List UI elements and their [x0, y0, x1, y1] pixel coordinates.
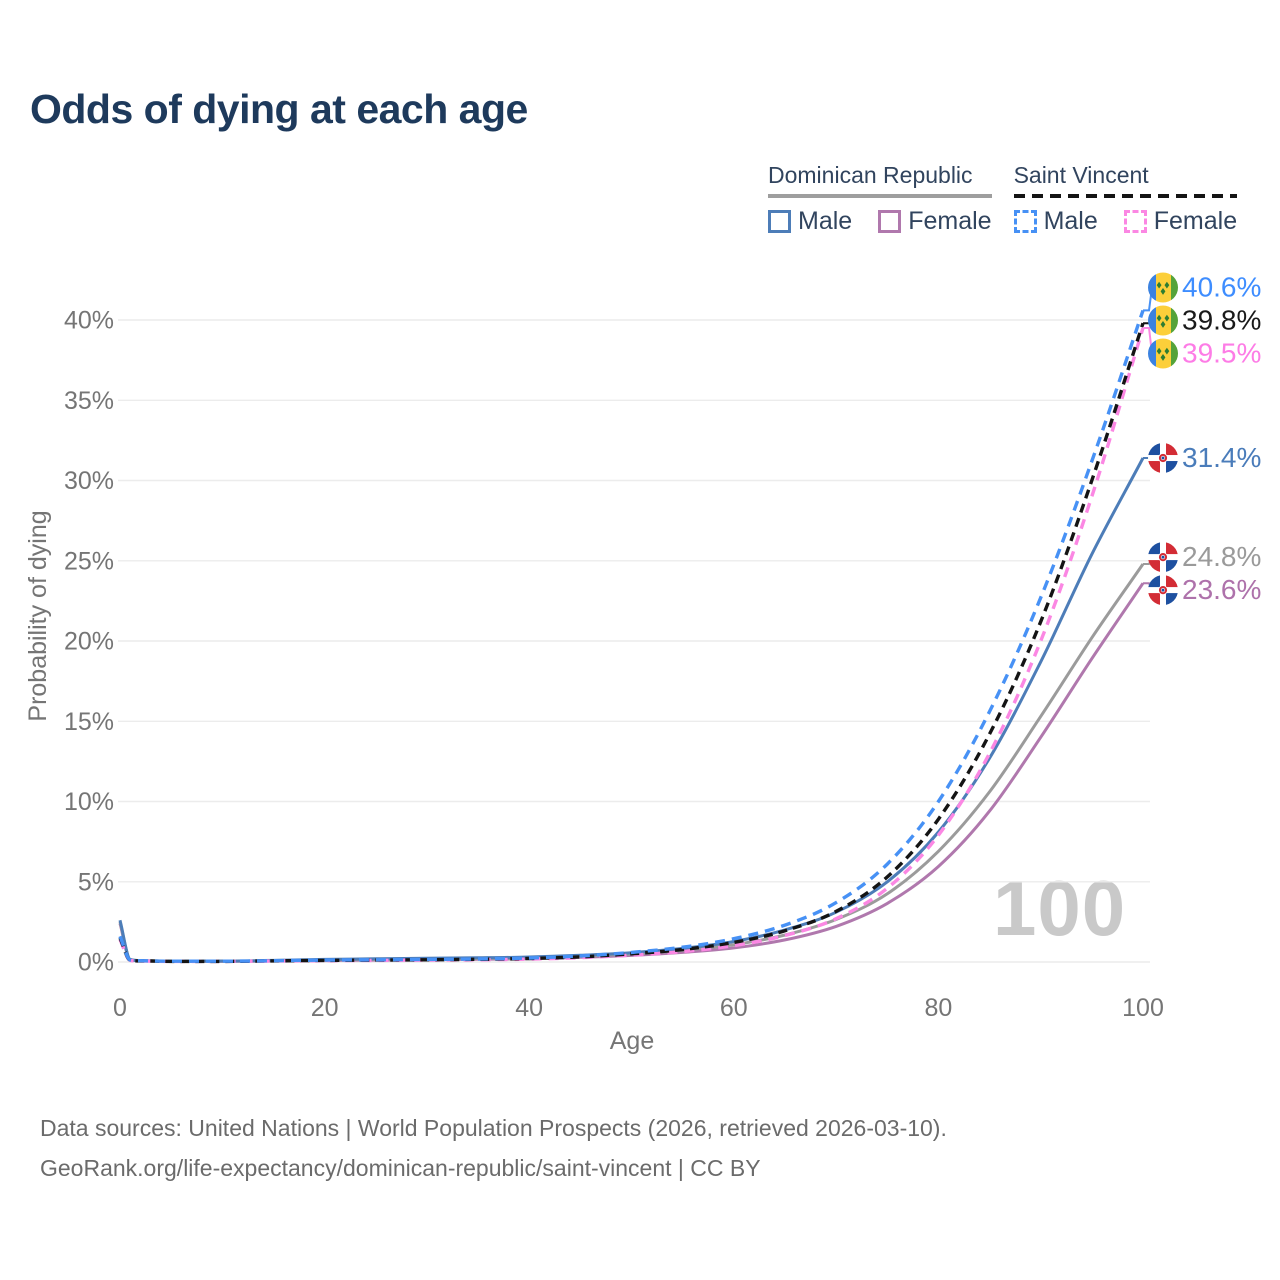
end-value-label-dominican-republic-male: 31.4%	[1182, 442, 1261, 473]
legend-group-dominican-republic: Dominican Republic Male Female	[768, 162, 992, 236]
legend-swatch-sv-male-icon	[1013, 210, 1037, 233]
y-tick-label: 25%	[64, 547, 114, 575]
legend-item-label: Male	[1043, 207, 1098, 235]
legend-item-label: Female	[908, 207, 992, 235]
saint-vincent-flag-icon	[1148, 338, 1178, 369]
x-tick-label: 80	[924, 994, 952, 1022]
legend-item-sv-male[interactable]: Male	[1013, 207, 1098, 236]
legend-group-title-saint-vincent: Saint Vincent	[1013, 162, 1149, 188]
y-tick-label: 20%	[64, 628, 114, 656]
dominican-republic-flag-icon	[1148, 575, 1178, 606]
legend-line-sample-solid	[768, 194, 992, 198]
end-value-label-dominican-republic-female: 23.6%	[1182, 574, 1261, 605]
x-tick-label: 100	[1122, 994, 1164, 1022]
end-value-label-dominican-republic-both: 24.8%	[1182, 541, 1261, 572]
y-tick-label: 0%	[78, 949, 114, 977]
y-tick-label: 35%	[64, 387, 114, 415]
x-tick-label: 40	[515, 994, 543, 1022]
legend-swatch-dr-female-icon	[878, 210, 902, 233]
legend-item-sv-female[interactable]: Female	[1123, 207, 1238, 236]
legend-swatch-dr-male-icon	[768, 210, 791, 233]
source-url-line[interactable]: GeoRank.org/life-expectancy/dominican-re…	[40, 1155, 761, 1181]
legend-swatch-sv-female-icon	[1123, 210, 1147, 233]
series-saint-vincent-female[interactable]	[118, 327, 1145, 964]
end-value-label-saint-vincent-female: 39.5%	[1182, 338, 1261, 369]
legend-item-label: Male	[798, 207, 853, 235]
series-dominican-republic-both[interactable]	[118, 563, 1145, 963]
y-tick-label: 10%	[64, 788, 114, 816]
chart-legend: Dominican Republic Male Female Saint Vin…	[768, 162, 1238, 236]
x-tick-label: 0	[113, 994, 127, 1022]
end-value-label-saint-vincent-both: 39.8%	[1182, 305, 1261, 336]
x-tick-label: 60	[720, 994, 748, 1022]
legend-line-sample-dashed	[1013, 194, 1238, 198]
saint-vincent-flag-icon	[1148, 305, 1178, 336]
end-value-label-saint-vincent-male: 40.6%	[1182, 272, 1261, 303]
attribution-footer: Data sources: United Nations | World Pop…	[40, 1108, 947, 1188]
series-saint-vincent-both[interactable]	[118, 322, 1145, 964]
data-sources-line: Data sources: United Nations | World Pop…	[40, 1115, 947, 1141]
x-tick-label: 20	[311, 994, 339, 1022]
legend-item-dr-female[interactable]: Female	[878, 207, 992, 236]
legend-item-dr-male[interactable]: Male	[768, 207, 852, 236]
dominican-republic-flag-icon	[1148, 443, 1178, 474]
saint-vincent-flag-icon	[1148, 272, 1178, 303]
y-tick-label: 5%	[78, 868, 114, 896]
y-axis-label: Probability of dying	[24, 510, 52, 721]
legend-item-label: Female	[1153, 207, 1238, 235]
y-tick-label: 40%	[64, 307, 114, 335]
legend-group-saint-vincent: Saint Vincent Male Female	[1013, 162, 1238, 236]
dominican-republic-flag-icon	[1148, 542, 1178, 573]
series-dominican-republic-female[interactable]	[118, 582, 1145, 963]
y-tick-label: 15%	[64, 708, 114, 736]
y-tick-label: 30%	[64, 467, 114, 495]
x-axis-label: Age	[610, 1027, 654, 1055]
age-counter-watermark: 100	[993, 864, 1127, 952]
legend-group-title-dominican-republic: Dominican Republic	[768, 162, 973, 188]
series-saint-vincent-male[interactable]	[118, 309, 1145, 963]
page-title: Odds of dying at each age	[30, 86, 528, 132]
